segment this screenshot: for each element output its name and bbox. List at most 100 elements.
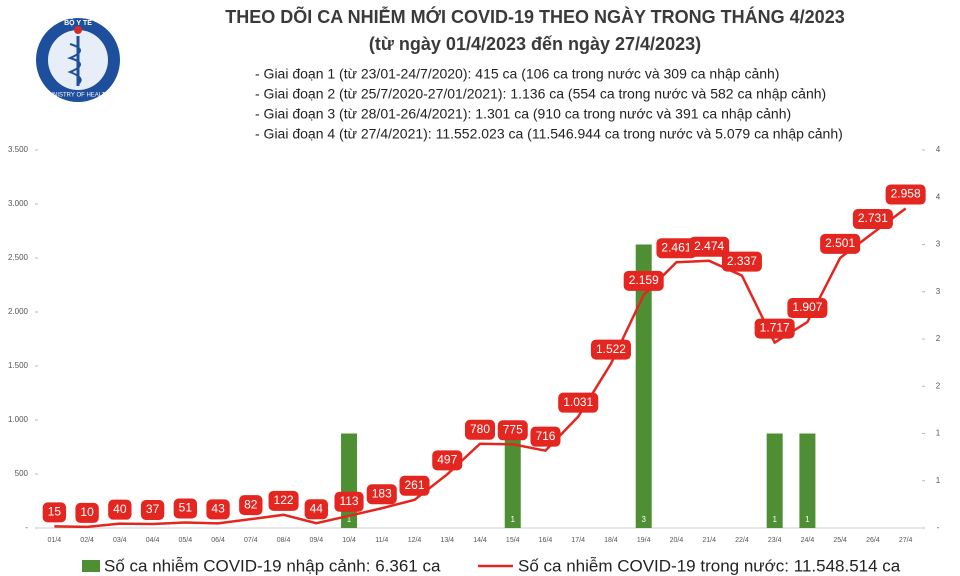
data-label: 2.337	[721, 251, 762, 272]
data-label: 1.717	[754, 318, 795, 339]
data-label-box	[334, 491, 364, 512]
data-label-box	[787, 298, 828, 319]
x-tick-label: 14/4	[473, 537, 487, 544]
data-label-text: 183	[372, 486, 392, 500]
data-label: 122	[268, 490, 299, 511]
data-label-box	[304, 499, 328, 520]
data-label-box	[754, 318, 795, 339]
y2-tick-label: 4	[936, 145, 941, 154]
data-label-box	[239, 495, 263, 516]
bar-label: -	[741, 515, 744, 524]
y2-tick-label: 3	[936, 240, 941, 249]
chart-title: THEO DÕI CA NHIỄM MỚI COVID-19 THEO NGÀY…	[225, 6, 844, 27]
bar-label: -	[872, 515, 875, 524]
x-tick-label: 08/4	[277, 537, 291, 544]
bar-label: 3	[641, 515, 646, 524]
x-tick-label: 27/4	[899, 537, 913, 544]
data-label: 2.501	[820, 233, 861, 254]
y2-tick-label: 2	[936, 334, 941, 343]
bar	[799, 433, 816, 528]
x-tick-label: 18/4	[604, 537, 618, 544]
y-tick-label: 1.000	[8, 415, 29, 424]
data-label-text: 1.717	[760, 321, 790, 335]
data-label: 10	[75, 502, 99, 523]
data-label: 2.159	[623, 270, 664, 291]
data-label-box	[173, 498, 198, 519]
data-label-text: 2.474	[694, 239, 724, 253]
y-tick-label: 2.500	[8, 253, 29, 262]
bar-label: -	[904, 515, 907, 524]
data-label-text: 2.958	[891, 187, 921, 201]
data-label: 1.522	[590, 339, 631, 360]
data-label: 1.907	[787, 298, 828, 319]
bar	[766, 433, 783, 528]
data-label-text: 497	[437, 452, 457, 466]
data-label-text: 1.522	[596, 342, 626, 356]
data-label-box	[497, 420, 528, 441]
y-tick-label: -	[25, 523, 28, 532]
annotation: - Giai đoạn 3 (từ 28/01-26/4/2021): 1.30…	[255, 106, 791, 122]
bar-label: 1	[772, 515, 777, 524]
y2-tick-label: 1	[936, 429, 941, 438]
y2-tick-label: -	[937, 523, 940, 532]
data-label-box	[590, 339, 631, 360]
bar-label: -	[184, 515, 187, 524]
x-tick-label: 10/4	[342, 537, 356, 544]
data-label: 43	[206, 499, 230, 520]
data-label-text: 40	[113, 502, 127, 516]
data-label: 113	[334, 491, 364, 512]
data-label: 2.731	[852, 209, 893, 230]
data-label-text: 44	[310, 501, 324, 515]
bar-label: -	[610, 515, 613, 524]
x-tick-label: 11/4	[375, 537, 388, 544]
x-tick-label: 06/4	[211, 537, 225, 544]
data-label: 2.958	[885, 184, 926, 205]
legend-label: Số ca nhiễm COVID-19 trong nước: 11.548.…	[518, 556, 901, 575]
data-label: 780	[464, 419, 496, 440]
data-label: 261	[399, 475, 430, 496]
data-label: 775	[497, 420, 528, 441]
bar-label: -	[413, 515, 416, 524]
y2-tick-label: 2	[936, 381, 941, 390]
y-tick-label: 500	[15, 469, 29, 478]
data-label-box	[464, 419, 496, 440]
data-label-text: 113	[339, 494, 358, 508]
logo: BỘ Y TẾ MINISTRY OF HEALTH	[36, 17, 120, 102]
x-tick-label: 16/4	[539, 537, 553, 544]
x-tick-label: 13/4	[440, 537, 454, 544]
data-label-text: 261	[405, 478, 425, 492]
legend-swatch	[82, 560, 100, 572]
data-label-text: 775	[503, 422, 523, 436]
x-tick-label: 03/4	[113, 537, 127, 544]
bar-label: -	[675, 515, 678, 524]
data-label-box	[366, 484, 397, 505]
data-label: 497	[432, 450, 463, 471]
data-label: 82	[239, 495, 263, 516]
x-tick-label: 21/4	[702, 537, 716, 544]
data-label: 44	[304, 499, 328, 520]
data-label-text: 2.501	[825, 236, 855, 250]
data-label-text: 2.159	[629, 273, 659, 287]
data-label-text: 716	[535, 429, 555, 443]
bar-label: -	[577, 515, 580, 524]
data-label-text: 1.907	[792, 300, 822, 314]
data-label-box	[108, 499, 132, 520]
bar-label: -	[315, 515, 318, 524]
data-label: 716	[530, 426, 561, 447]
data-label-box	[140, 500, 165, 521]
logo-star	[74, 26, 82, 34]
data-label: 1.031	[558, 392, 599, 413]
data-label-box	[558, 392, 599, 413]
y2-tick-label: 3	[936, 287, 941, 296]
x-tick-label: 26/4	[866, 537, 880, 544]
x-tick-label: 15/4	[506, 537, 520, 544]
legend-label: Số ca nhiễm COVID-19 nhập cảnh: 6.361 ca	[104, 556, 441, 575]
data-label: 183	[366, 484, 397, 505]
x-tick-label: 20/4	[670, 537, 684, 544]
data-label-text: 2.461	[661, 240, 691, 254]
bar	[504, 433, 521, 528]
data-label: 2.474	[689, 236, 730, 257]
data-label-box	[721, 251, 762, 272]
data-label-box	[623, 270, 664, 291]
bar-label: 1	[805, 515, 810, 524]
